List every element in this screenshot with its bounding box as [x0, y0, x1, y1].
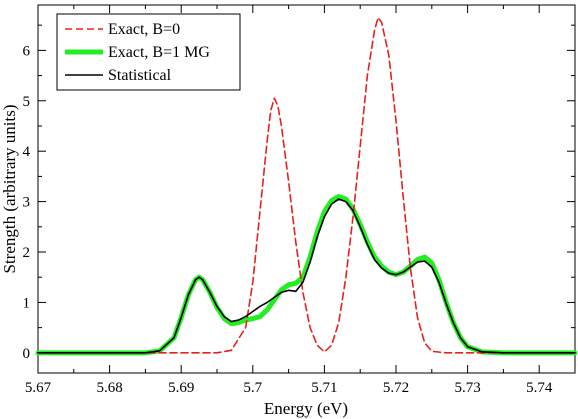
y-tick-label: 1 [23, 295, 31, 311]
legend: Exact, B=0 Exact, B=1 MG Statistical [56, 13, 241, 91]
axis-ticks: 5.67 5.68 5.69 5.7 5.71 5.72 5.73 5.74 0 1 2 3 4 5 6 [23, 5, 576, 396]
x-tick-label: 5.73 [454, 380, 480, 396]
x-tick-label: 5.71 [311, 380, 337, 396]
legend-label-statistical: Statistical [108, 67, 172, 84]
y-tick-label: 2 [23, 245, 31, 261]
y-tick-label: 5 [23, 94, 31, 110]
legend-label-exact-b0: Exact, B=0 [108, 21, 180, 38]
y-tick-label: 3 [23, 195, 31, 211]
x-tick-label: 5.67 [25, 380, 52, 396]
x-tick-label: 5.74 [526, 380, 553, 396]
y-axis-label: Strength (arbitrary units) [0, 104, 19, 273]
legend-label-exact-b1: Exact, B=1 MG [108, 44, 210, 61]
y-tick-label: 6 [23, 43, 31, 59]
series-exact-b0-line [37, 16, 576, 354]
series-layer [35, 16, 578, 356]
x-tick-label: 5.7 [243, 380, 262, 396]
y-tick-label: 4 [23, 144, 31, 160]
x-tick-label: 5.68 [96, 380, 122, 396]
series-statistical-line [37, 198, 576, 354]
x-axis-label: Energy (eV) [264, 399, 348, 418]
x-tick-label: 5.72 [383, 380, 409, 396]
x-tick-label: 5.69 [168, 380, 194, 396]
y-tick-label: 0 [23, 346, 31, 362]
